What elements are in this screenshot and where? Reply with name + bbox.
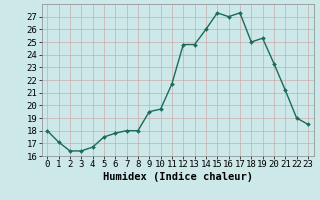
X-axis label: Humidex (Indice chaleur): Humidex (Indice chaleur) [103,172,252,182]
